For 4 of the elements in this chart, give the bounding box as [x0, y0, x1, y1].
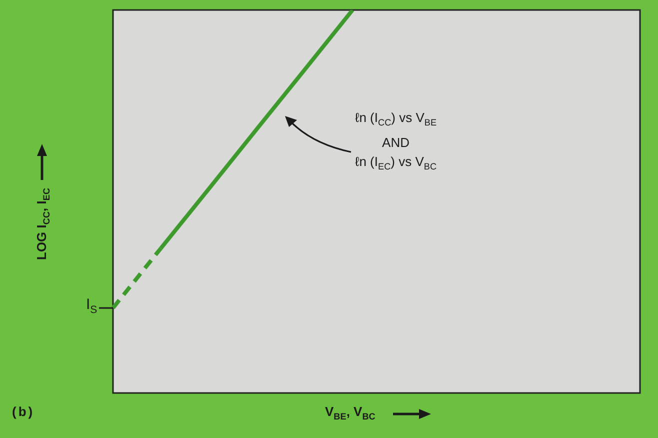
text: ℓn (I$_{CC}$) vs V$_{BE}$ AND ℓn (I$_{EC}$) vs V$_{BC}$ [355, 110, 437, 172]
x-axis-title: V$_{BE}$, V$_{BC}$ [325, 404, 376, 422]
text: (b) [12, 404, 35, 419]
text: I$_{S}$ [86, 296, 98, 316]
